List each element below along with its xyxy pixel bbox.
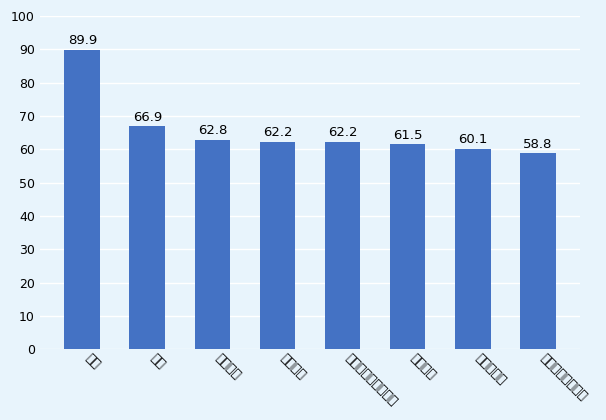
Bar [390,144,425,349]
Bar [325,142,361,349]
Bar [259,142,295,349]
Bar [64,50,100,349]
Bar [520,153,556,349]
Text: 66.9: 66.9 [133,111,162,124]
Text: 61.5: 61.5 [393,129,422,142]
Text: 60.1: 60.1 [458,133,487,146]
Text: 58.8: 58.8 [523,138,553,151]
Text: 89.9: 89.9 [68,34,97,47]
Text: 62.2: 62.2 [328,126,358,139]
Bar [195,140,230,349]
Text: 62.2: 62.2 [263,126,292,139]
Bar [130,126,165,349]
Text: 62.8: 62.8 [198,124,227,137]
Bar [454,149,490,349]
